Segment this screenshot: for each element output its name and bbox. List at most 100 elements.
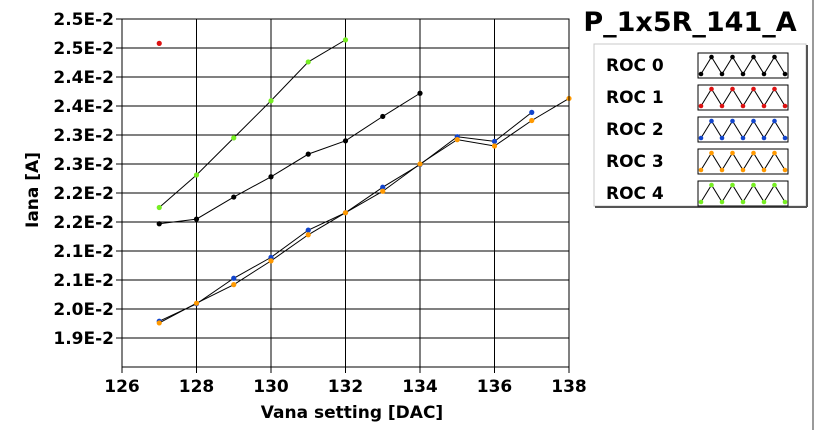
series-layer bbox=[156, 37, 572, 326]
legend-swatch-marker bbox=[751, 182, 756, 188]
legend-swatch-marker bbox=[772, 54, 777, 60]
y-axis-ticks: 2.5E-2 2.5E-2 2.4E-2 2.4E-2 2.3E-2 2.3E-2 2.2E… bbox=[53, 10, 122, 349]
legend-swatch-marker bbox=[782, 135, 788, 141]
x-axis-title: Vana setting [DAC] bbox=[261, 403, 443, 423]
y-tick-label: 2.4E-2 bbox=[53, 97, 114, 117]
x-tick-label: 132 bbox=[328, 377, 364, 397]
y-tick-label: 2.1E-2 bbox=[53, 242, 114, 262]
data-point bbox=[231, 275, 237, 281]
legend-swatch-marker bbox=[740, 103, 746, 109]
legend-swatch-marker bbox=[719, 199, 725, 205]
legend-swatch-marker bbox=[751, 150, 756, 156]
legend-swatch-marker bbox=[761, 135, 767, 141]
y-tick-label: 2.3E-2 bbox=[53, 126, 114, 146]
y-tick-label: 2.5E-2 bbox=[53, 10, 114, 30]
data-point bbox=[380, 188, 386, 194]
data-point bbox=[156, 204, 162, 211]
legend-swatch-marker bbox=[730, 118, 735, 124]
legend-swatch-marker bbox=[751, 118, 756, 124]
data-point bbox=[417, 161, 423, 167]
legend-swatch-marker bbox=[698, 103, 704, 109]
legend-swatch-marker bbox=[719, 167, 725, 173]
data-point bbox=[193, 216, 200, 222]
series-line bbox=[158, 39, 346, 208]
legend-swatch-marker bbox=[730, 86, 735, 92]
legend-label: ROC 3 bbox=[606, 152, 664, 172]
legend-swatch-marker bbox=[761, 71, 767, 77]
legend: ROC 0 ROC 1 ROC 2 ROC 3 ROC 4 bbox=[593, 43, 808, 208]
legend-swatch-marker bbox=[782, 167, 788, 173]
legend-label: ROC 1 bbox=[606, 88, 664, 108]
legend-swatch-marker bbox=[740, 71, 746, 77]
data-point bbox=[193, 172, 200, 178]
data-point bbox=[268, 174, 274, 180]
data-point bbox=[231, 194, 237, 200]
legend-swatch-marker bbox=[719, 71, 725, 77]
legend-label: ROC 0 bbox=[606, 56, 664, 76]
data-point bbox=[491, 143, 498, 149]
data-point bbox=[342, 138, 349, 144]
legend-swatch-marker bbox=[709, 86, 714, 92]
legend-swatch-marker bbox=[772, 86, 777, 92]
legend-swatch-marker bbox=[772, 150, 777, 156]
series-roc-4 bbox=[156, 37, 349, 211]
x-axis-ticks: 126 128 130 132 134 136 138 bbox=[104, 367, 587, 397]
data-point bbox=[305, 59, 311, 65]
legend-swatch-marker bbox=[709, 118, 714, 124]
legend-swatch-marker bbox=[698, 167, 704, 173]
legend-swatch-marker bbox=[772, 182, 777, 188]
legend-item-roc-2: ROC 2 bbox=[606, 116, 789, 143]
data-point bbox=[491, 138, 498, 144]
legend-swatch-marker bbox=[730, 182, 735, 188]
series-line bbox=[159, 92, 421, 225]
legend-swatch-marker bbox=[709, 150, 714, 156]
data-point bbox=[156, 221, 162, 227]
data-point bbox=[156, 320, 162, 326]
legend-swatch-marker bbox=[782, 71, 788, 77]
series-roc-1 bbox=[156, 40, 162, 46]
legend-label: ROC 2 bbox=[606, 120, 664, 140]
legend-swatch-marker bbox=[782, 199, 788, 205]
y-tick-label: 2.5E-2 bbox=[53, 39, 114, 59]
legend-swatch-marker bbox=[761, 199, 767, 205]
y-tick-label: 2.2E-2 bbox=[53, 184, 114, 204]
legend-swatch-marker bbox=[782, 103, 788, 109]
data-point bbox=[231, 135, 237, 141]
legend-swatch-marker bbox=[772, 118, 777, 124]
data-point bbox=[529, 109, 535, 115]
series-roc-0 bbox=[156, 90, 423, 227]
y-tick-label: 2.3E-2 bbox=[53, 155, 114, 175]
y-tick-label: 2.2E-2 bbox=[53, 213, 114, 233]
series-line bbox=[159, 98, 570, 324]
data-point bbox=[454, 137, 460, 143]
data-point bbox=[380, 113, 386, 120]
legend-swatch-marker bbox=[730, 150, 735, 156]
legend-swatch-marker bbox=[740, 167, 746, 173]
legend-swatch-marker bbox=[719, 103, 725, 109]
y-tick-label: 2.0E-2 bbox=[53, 300, 114, 320]
legend-swatch-marker bbox=[761, 103, 767, 109]
legend-swatch-marker bbox=[730, 54, 735, 60]
x-tick-label: 136 bbox=[477, 377, 513, 397]
data-point bbox=[305, 227, 311, 233]
legend-swatch-marker bbox=[761, 167, 767, 173]
x-tick-label: 138 bbox=[551, 377, 587, 397]
legend-item-roc-0: ROC 0 bbox=[606, 52, 789, 79]
legend-item-roc-1: ROC 1 bbox=[606, 84, 789, 111]
data-point bbox=[305, 151, 311, 157]
legend-item-roc-3: ROC 3 bbox=[606, 148, 789, 175]
x-tick-label: 126 bbox=[104, 377, 140, 397]
data-point bbox=[231, 282, 237, 288]
data-point bbox=[305, 232, 311, 238]
legend-label: ROC 4 bbox=[606, 184, 664, 204]
data-point bbox=[342, 210, 349, 216]
data-point bbox=[417, 90, 423, 96]
legend-swatch-marker bbox=[719, 135, 725, 141]
legend-swatch-marker bbox=[698, 71, 704, 77]
y-axis-title: Iana [A] bbox=[23, 152, 43, 228]
legend-swatch-marker bbox=[751, 54, 756, 60]
data-point bbox=[193, 300, 200, 306]
y-tick-label: 2.1E-2 bbox=[53, 271, 114, 291]
x-tick-label: 128 bbox=[179, 377, 215, 397]
